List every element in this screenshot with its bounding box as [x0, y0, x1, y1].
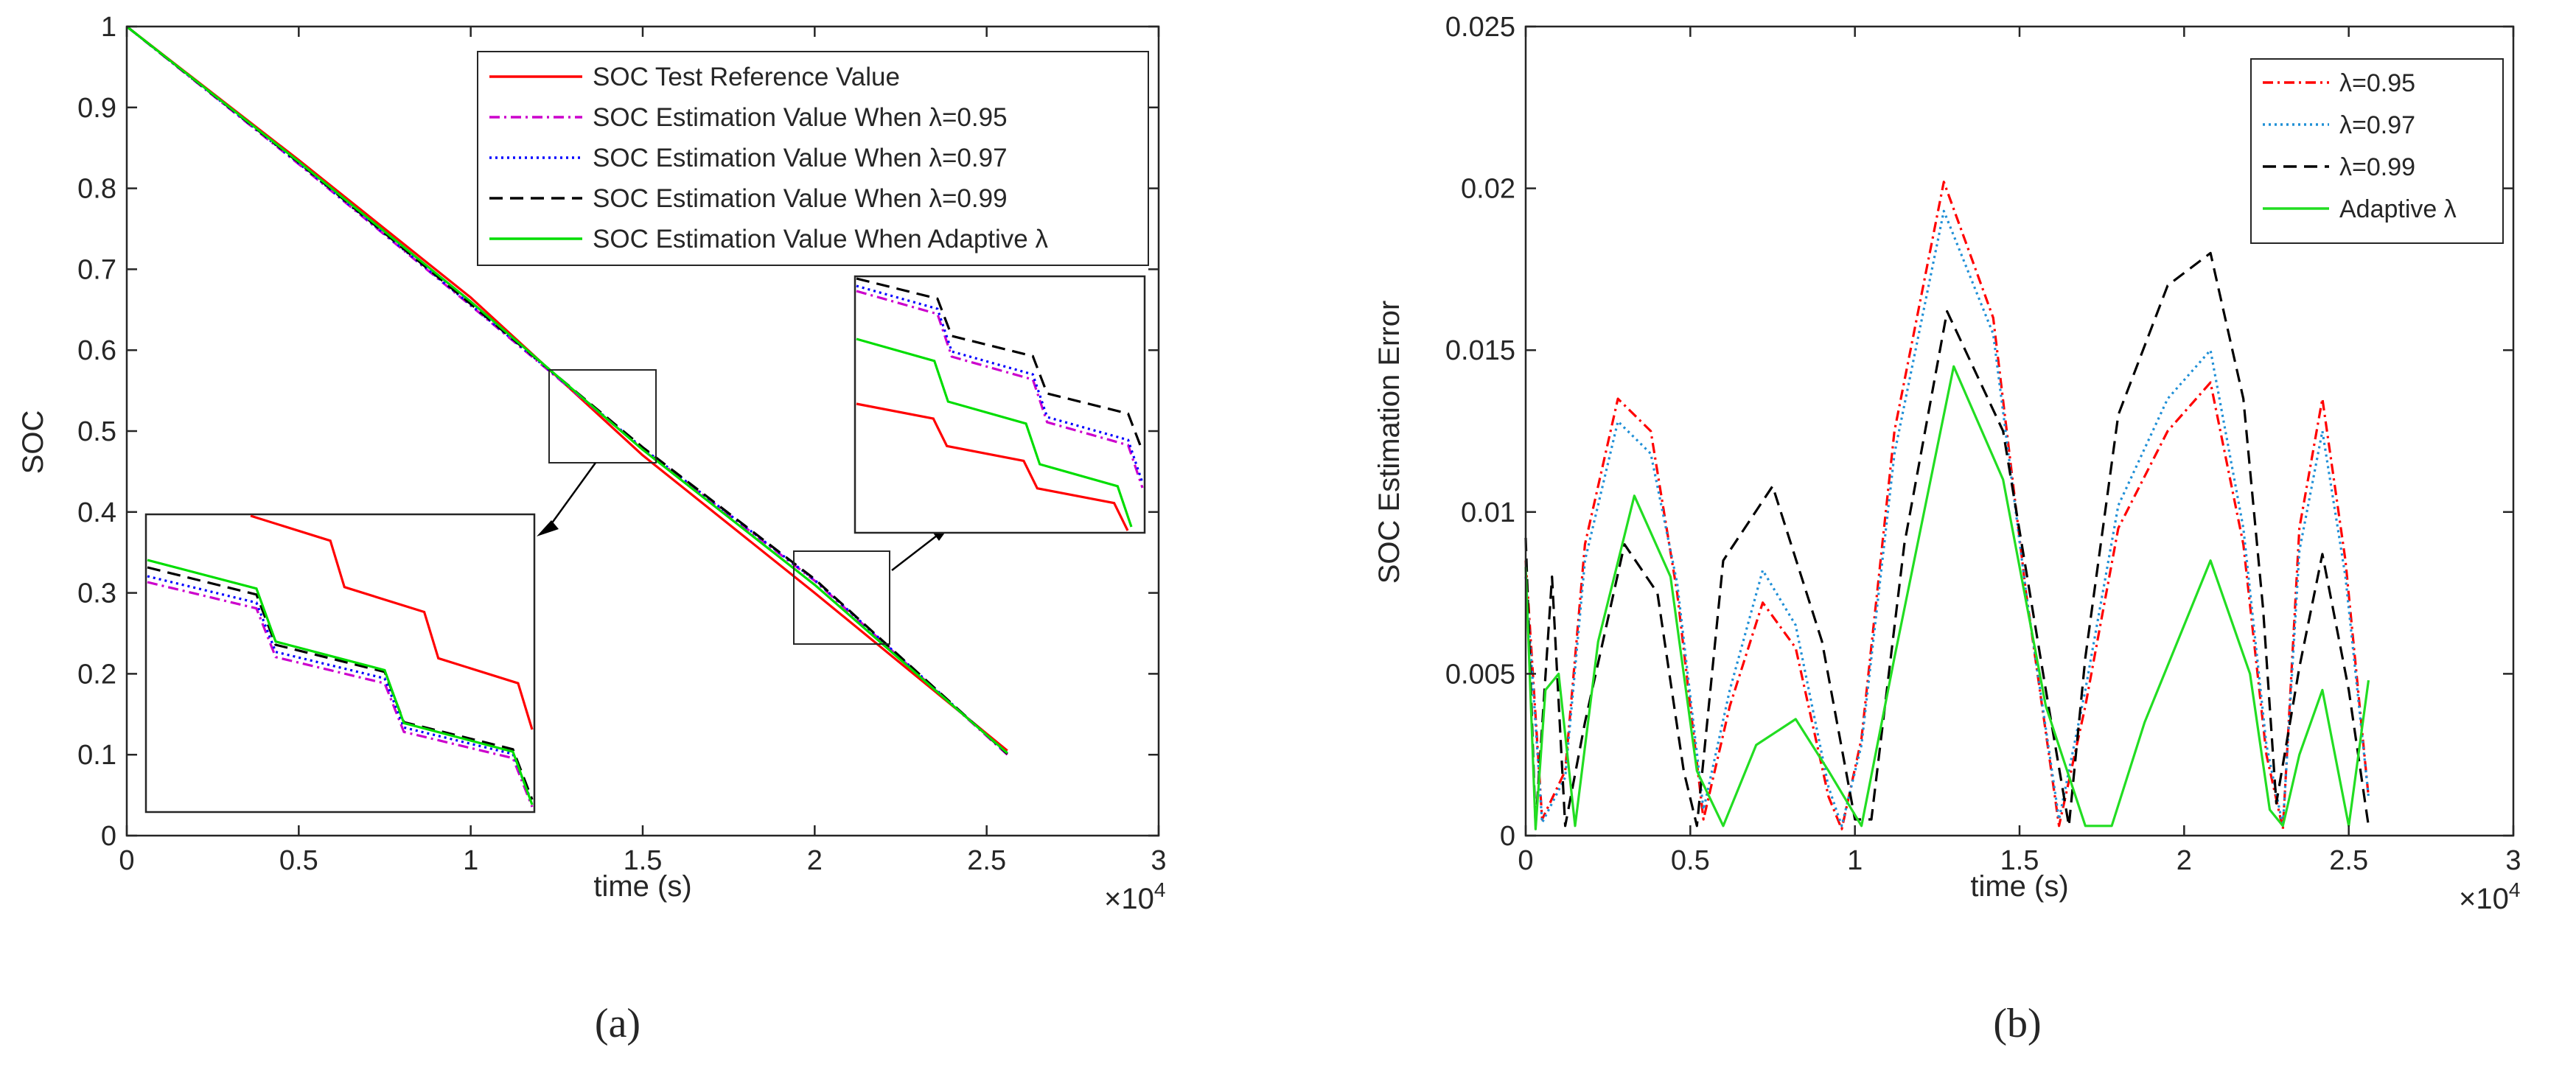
x-tick-label: 0.5 — [279, 845, 318, 876]
series-line-4 — [126, 25, 1008, 755]
inset2-line-0 — [856, 402, 1129, 531]
zoom-arrow-1-head — [537, 520, 559, 536]
series-line-2 — [1524, 251, 2370, 828]
panel-a-ylabel: SOC — [17, 410, 49, 475]
panel-b-xlabel: time (s) — [1970, 870, 2068, 903]
zoom-inset-upper-right — [854, 275, 1146, 534]
panel-b-caption: (b) — [1993, 1001, 2041, 1046]
y-tick-label: 1 — [101, 12, 116, 43]
x-tick-label: 1.5 — [2000, 845, 2039, 876]
panel-b-legend: λ=0.95 λ=0.97 λ=0.99 Adaptive λ — [2250, 58, 2504, 244]
panel-b-ylabel: SOC Estimation Error — [1373, 301, 1406, 584]
y-tick-label: 0.4 — [77, 497, 116, 528]
x-tick-label: 3 — [2505, 845, 2521, 876]
x-tick-label: 2 — [807, 845, 823, 876]
panel-b-chart: 0 0.5 1 1.5 2 2.5 3 0 0.005 0.01 0.015 0.02 0.025 λ=… — [1373, 12, 2521, 1046]
x-tick-label: 2.5 — [2329, 845, 2368, 876]
legend-label-3: Adaptive λ — [2339, 195, 2457, 223]
series-line-3 — [1524, 365, 2370, 830]
zoom-box-2 — [793, 550, 890, 645]
x-tick-label: 1 — [463, 845, 478, 876]
zoom-inset-lower-left — [144, 513, 536, 814]
zoom-arrow-1 — [544, 462, 597, 533]
x-tick-label: 1 — [1847, 845, 1863, 876]
series-line-1 — [1524, 209, 2370, 828]
zoom-box-1 — [548, 369, 657, 463]
y-tick-label: 0.8 — [77, 174, 116, 205]
inset2-line-4 — [856, 337, 1133, 528]
y-tick-label: 0.005 — [1445, 659, 1515, 690]
y-tick-label: 0.01 — [1461, 497, 1515, 528]
panel-a-caption: (a) — [595, 1001, 640, 1046]
y-tick-label: 0.3 — [77, 578, 116, 609]
inset2-line-2 — [856, 284, 1144, 483]
y-tick-label: 0.6 — [77, 335, 116, 366]
inset1-line-0 — [250, 514, 534, 730]
panel-a-x-exponent: ×104 — [1104, 878, 1165, 915]
legend-label-0: λ=0.95 — [2339, 69, 2415, 97]
y-tick-label: 0 — [1500, 821, 1515, 852]
inset1-line-4 — [147, 559, 534, 805]
legend-label-1: λ=0.97 — [2339, 111, 2415, 139]
x-tick-label: 0.5 — [1671, 845, 1710, 876]
inset1-line-1 — [147, 581, 534, 808]
y-tick-label: 0.7 — [77, 254, 116, 285]
y-tick-label: 0.5 — [77, 416, 116, 447]
legend-label-1: SOC Estimation Value When λ=0.95 — [593, 103, 1008, 132]
series-line-0 — [1524, 181, 2370, 830]
y-tick-label: 0.015 — [1445, 335, 1515, 366]
inset2-line-3 — [856, 277, 1144, 452]
x-tick-label: 2.5 — [967, 845, 1006, 876]
panel-a-chart: 0 0.5 1 1.5 2 2.5 3 0 0.1 0.2 0.3 0.4 0.5 0.6 0.7 0.8 0.… — [17, 12, 1167, 1046]
y-tick-label: 0 — [101, 821, 116, 852]
legend-label-4: SOC Estimation Value When Adaptive λ — [593, 225, 1048, 253]
panel-a-legend: SOC Test Reference Value SOC Estimation V… — [477, 51, 1149, 266]
zoom-arrow-2 — [891, 530, 944, 571]
legend-label-2: SOC Estimation Value When λ=0.97 — [593, 144, 1008, 172]
y-tick-label: 0.02 — [1461, 174, 1515, 205]
y-tick-label: 0.9 — [77, 93, 116, 124]
x-tick-label: 0 — [1518, 845, 1533, 876]
legend-label-0: SOC Test Reference Value — [593, 63, 900, 91]
x-tick-label: 0 — [119, 845, 134, 876]
y-tick-label: 0.1 — [77, 740, 116, 771]
inset1-line-2 — [147, 575, 534, 804]
panel-b-x-exponent: ×104 — [2459, 878, 2520, 915]
x-tick-label: 3 — [1151, 845, 1166, 876]
x-tick-label: 2 — [2177, 845, 2192, 876]
inset2-line-1 — [856, 290, 1144, 489]
legend-label-3: SOC Estimation Value When λ=0.99 — [593, 184, 1008, 213]
legend-label-2: λ=0.99 — [2339, 153, 2415, 181]
y-tick-label: 0.025 — [1445, 12, 1515, 43]
panel-a-xlabel: time (s) — [593, 870, 691, 903]
x-tick-label: 1.5 — [624, 845, 663, 876]
y-tick-label: 0.2 — [77, 659, 116, 690]
